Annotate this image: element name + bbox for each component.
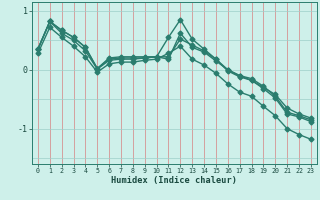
X-axis label: Humidex (Indice chaleur): Humidex (Indice chaleur)	[111, 176, 237, 185]
